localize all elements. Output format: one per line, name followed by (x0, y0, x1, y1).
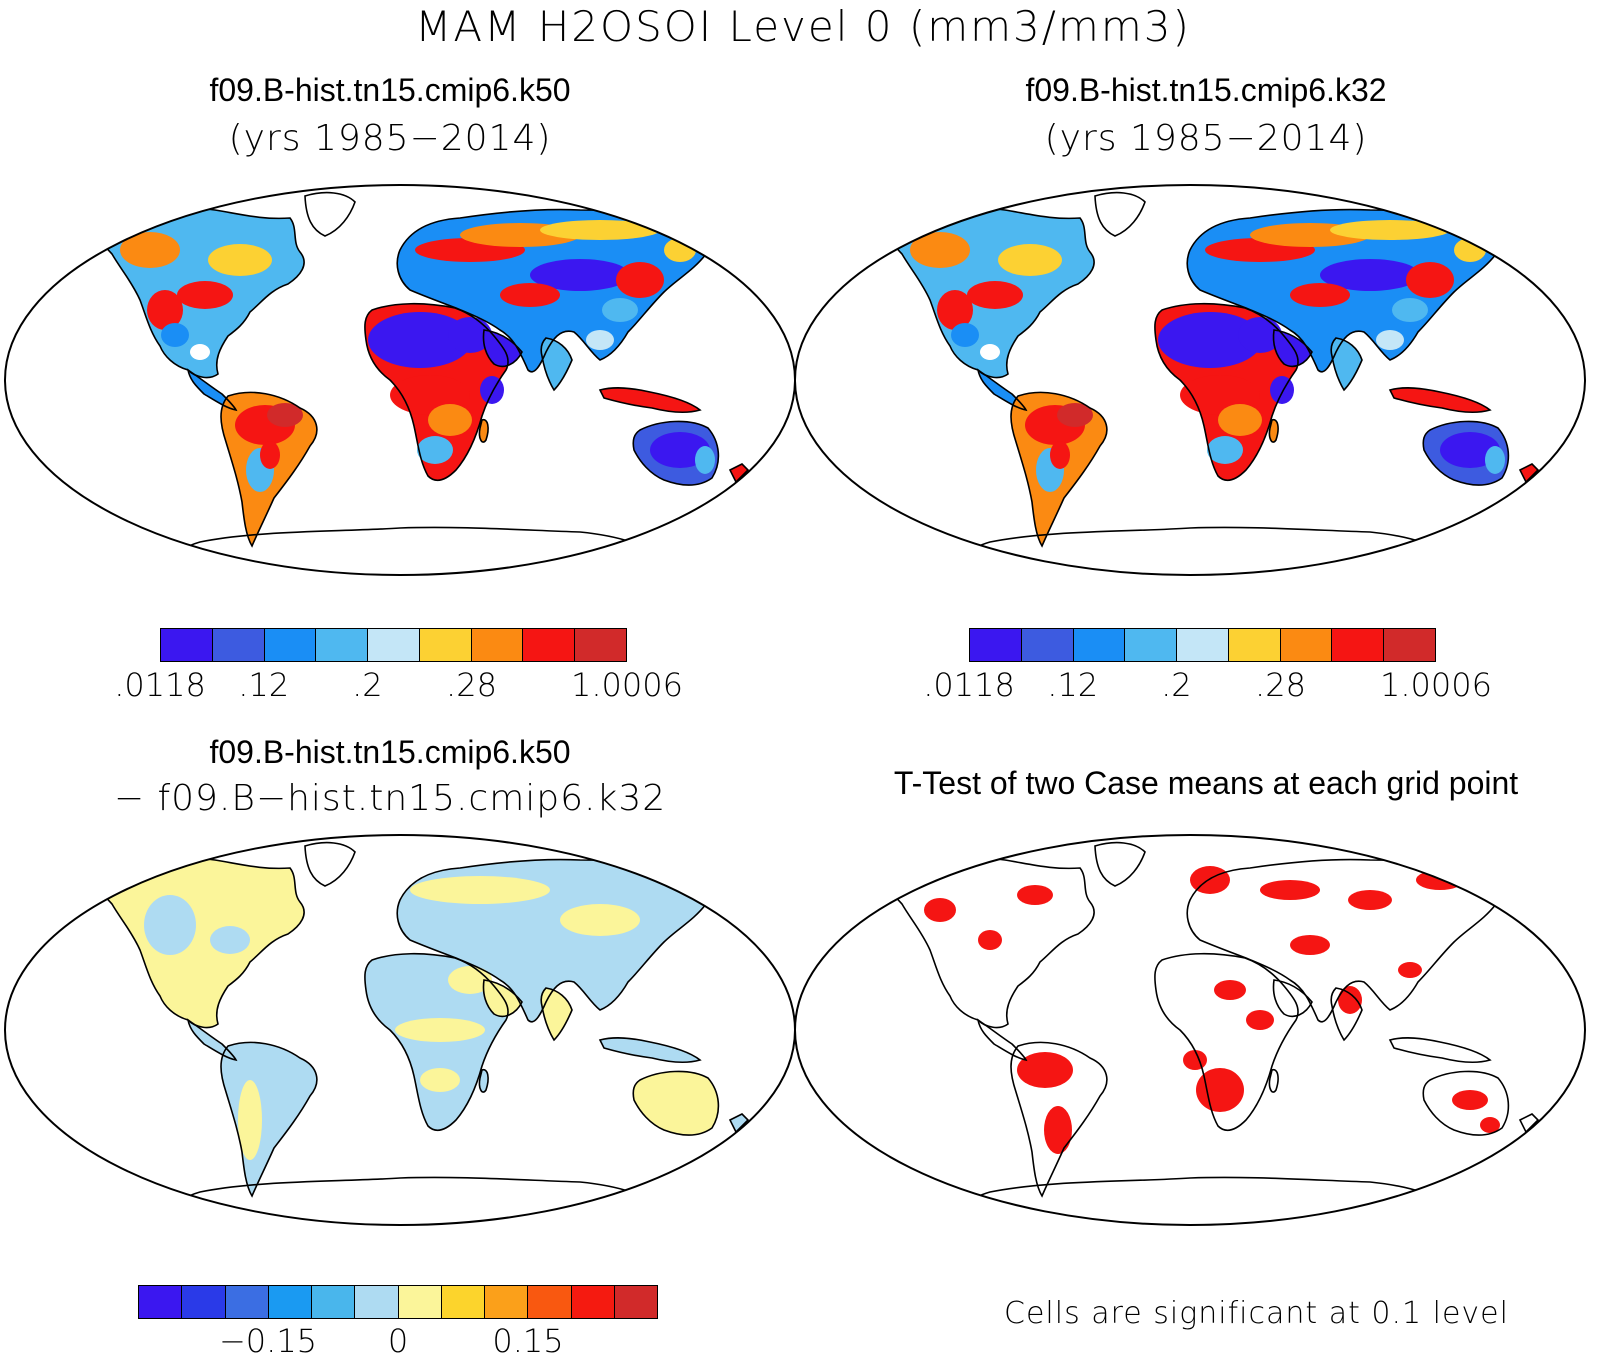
colorbar-swatch (368, 629, 420, 661)
colorbar-swatch (528, 1286, 572, 1318)
colorbar-swatch (441, 1286, 485, 1318)
difference-title-line1: f09.B-hist.tn15.cmip6.k50 (209, 734, 571, 770)
colorbar-mean (969, 628, 1436, 662)
colorbar-mean (160, 628, 627, 662)
figure-title: MAM H2OSOI Level 0 (mm3/mm3) (415, 2, 1191, 51)
colorbar-swatch (571, 1286, 615, 1318)
panel-case-title: f09.B-hist.tn15.cmip6.k32 (1025, 72, 1387, 108)
colorbar-difference (138, 1285, 658, 1319)
colorbar-swatch (1280, 629, 1333, 661)
colorbar-tick-label: .12 (238, 666, 290, 704)
colorbar-swatch (139, 1286, 183, 1318)
colorbar-swatch (575, 629, 627, 661)
ttest-title: T-Test of two Case means at each grid po… (893, 765, 1519, 801)
colorbar-swatch (970, 629, 1022, 661)
colorbar-swatch (355, 1286, 399, 1318)
panel-years: (yrs 1985−2014) (1044, 118, 1368, 159)
map-ttest (794, 834, 1586, 1226)
colorbar-tick-label: .28 (446, 666, 497, 704)
colorbar-tick-label: .2 (352, 666, 383, 704)
colorbar-swatch (212, 629, 265, 661)
colorbar-tick-label: 0.15 (492, 1322, 564, 1360)
colorbar-swatch (1177, 629, 1229, 661)
colorbar-swatch (1125, 629, 1178, 661)
map-case-k32 (794, 184, 1586, 576)
colorbar-swatch (614, 1286, 657, 1318)
colorbar-swatch (1073, 629, 1126, 661)
colorbar-swatch (161, 629, 213, 661)
colorbar-tick-label: .0118 (923, 666, 1015, 704)
colorbar-swatch (268, 1286, 312, 1318)
panel-case-title: f09.B-hist.tn15.cmip6.k50 (209, 72, 571, 108)
colorbar-swatch (264, 629, 317, 661)
significance-note: Cells are significant at 0.1 level (1004, 1296, 1509, 1331)
colorbar-swatch (485, 1286, 529, 1318)
colorbar-swatch (1384, 629, 1436, 661)
colorbar-swatch (1228, 629, 1281, 661)
colorbar-swatch (312, 1286, 356, 1318)
colorbar-tick-label: .2 (1161, 666, 1192, 704)
colorbar-swatch (225, 1286, 269, 1318)
colorbar-tick-label: 1.0006 (1380, 666, 1492, 704)
colorbar-swatch (419, 629, 472, 661)
colorbar-tick-label: −0.15 (218, 1322, 318, 1360)
map-case-k50 (4, 184, 796, 576)
colorbar-tick-label: .12 (1047, 666, 1099, 704)
colorbar-swatch (523, 629, 576, 661)
colorbar-swatch (471, 629, 524, 661)
colorbar-swatch (398, 1286, 442, 1318)
colorbar-tick-label: 0 (387, 1322, 409, 1360)
colorbar-swatch (316, 629, 369, 661)
panel-years: (yrs 1985−2014) (228, 118, 552, 159)
colorbar-tick-label: .0118 (114, 666, 206, 704)
colorbar-swatch (1332, 629, 1385, 661)
difference-title-line2: − f09.B−hist.tn15.cmip6.k32 (113, 778, 667, 819)
colorbar-swatch (182, 1286, 226, 1318)
colorbar-swatch (1021, 629, 1074, 661)
colorbar-tick-label: .28 (1255, 666, 1306, 704)
colorbar-tick-label: 1.0006 (571, 666, 683, 704)
map-difference (4, 834, 796, 1226)
